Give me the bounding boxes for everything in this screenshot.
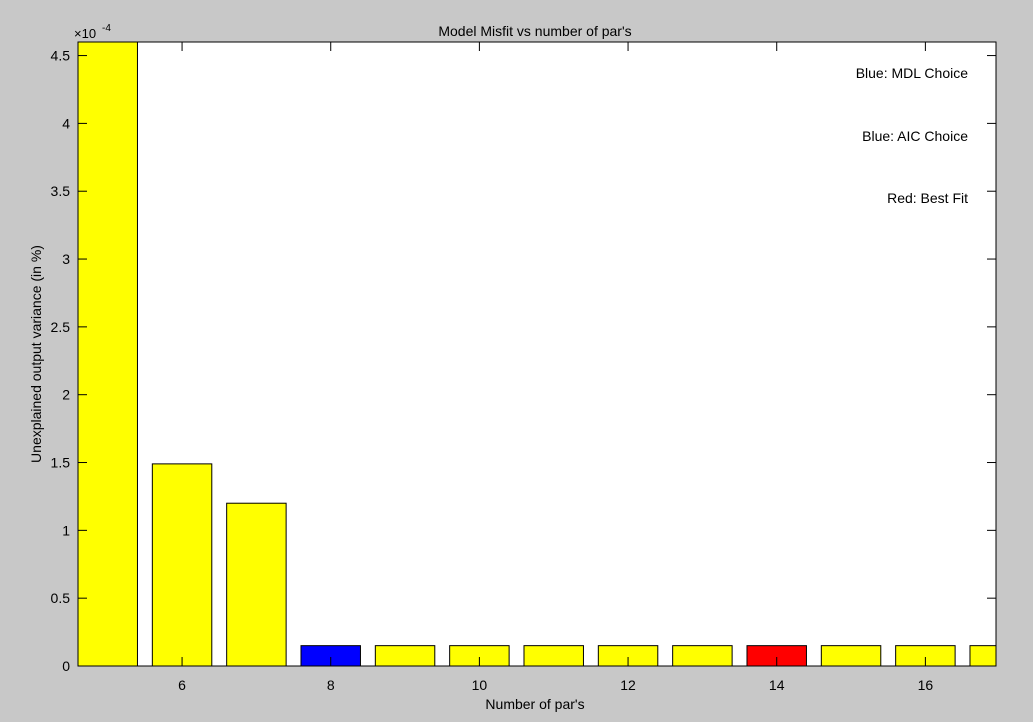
bar-5: [78, 42, 138, 666]
bar-15: [820, 645, 882, 666]
bars-layer: [78, 42, 996, 666]
y-tick-label-0: 0: [62, 658, 70, 674]
plot-area: [78, 42, 996, 666]
y-tick-label-1.5: 1.5: [51, 455, 71, 471]
bar-11: [523, 645, 584, 666]
y-tick-label-4: 4: [62, 115, 70, 131]
x-tick-label-14: 14: [769, 677, 785, 693]
x-tick-label-12: 12: [620, 677, 636, 693]
x-tick-label-6: 6: [178, 677, 186, 693]
annotation-mdl-choice: Blue: MDL Choice: [856, 65, 969, 81]
y-ticks-layer: 0 0.5 1 1.5 2 2.5 3 3.5 4 4.5: [51, 48, 996, 674]
x-tick-label-10: 10: [472, 677, 488, 693]
bar-7: [226, 502, 287, 666]
bar-17: [969, 645, 996, 666]
chart-title: Model Misfit vs number of par's: [438, 23, 631, 39]
bar-13: [672, 645, 733, 666]
y-tick-label-3.5: 3.5: [51, 183, 71, 199]
y-tick-label-4.5: 4.5: [51, 48, 71, 64]
axes-box: [77, 41, 997, 667]
y-tick-label-0.5: 0.5: [51, 590, 71, 606]
annotation-best-fit: Red: Best Fit: [887, 190, 968, 206]
annotation-aic-choice: Blue: AIC Choice: [862, 128, 968, 144]
y-tick-label-1: 1: [62, 522, 70, 538]
x-tick-label-8: 8: [327, 677, 335, 693]
bar-9: [374, 645, 436, 666]
y-exponent-label: ×10: [74, 26, 96, 41]
y-axis-label: Unexplained output variance (in %): [28, 245, 44, 463]
x-axis-label: Number of par's: [485, 696, 584, 712]
x-tick-label-16: 16: [918, 677, 934, 693]
x-ticks-layer: 6 8 10 12 14 16: [178, 42, 933, 693]
y-tick-label-2: 2: [62, 387, 70, 403]
y-tick-label-3: 3: [62, 251, 70, 267]
bar-6: [151, 463, 213, 666]
y-exponent-power: -4: [102, 23, 111, 34]
y-tick-label-2.5: 2.5: [51, 319, 71, 335]
